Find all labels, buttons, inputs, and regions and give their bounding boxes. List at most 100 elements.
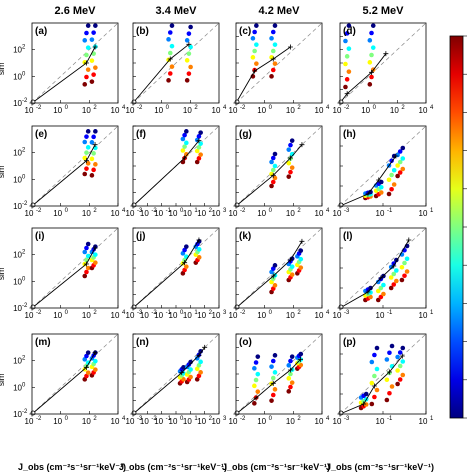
x-tick-exponent: 4 — [122, 416, 126, 422]
data-point — [93, 65, 98, 70]
x-tick-exponent: 2 — [209, 416, 213, 422]
x-tick-label: 10 — [333, 311, 342, 320]
x-tick-label: 10 — [82, 417, 91, 426]
origin-marker — [338, 304, 344, 310]
x-tick-label: 10 — [333, 106, 342, 115]
panel-label: (f) — [136, 129, 146, 140]
x-tick-exponent: -2 — [240, 105, 246, 111]
data-point — [370, 45, 376, 50]
x-tick-label: 10 — [111, 311, 120, 320]
y-axis-labels: sim sim sim sim — [0, 62, 6, 386]
x-tick-label: 10 — [111, 106, 120, 115]
data-point — [397, 350, 403, 355]
data-point — [388, 285, 394, 291]
data-point — [368, 290, 373, 295]
data-point — [82, 38, 88, 43]
data-point — [272, 61, 278, 66]
data-point — [389, 384, 395, 389]
x-tick-exponent: 0 — [65, 208, 69, 214]
y-tick-exponent: -2 — [22, 409, 28, 415]
data-point — [272, 23, 278, 28]
x-tick-label: 10 — [315, 417, 324, 426]
x-tick-exponent: -2 — [36, 310, 42, 316]
x-tick-label: 10 — [25, 417, 34, 426]
data-point — [369, 74, 374, 80]
data-point — [370, 23, 376, 28]
origin-marker — [131, 99, 137, 105]
y-tick-label: 10 — [13, 410, 22, 419]
x-tick-exponent: 0 — [269, 208, 273, 214]
x-tick-exponent: 0 — [180, 208, 184, 214]
x-tick-label: 10 — [126, 106, 135, 115]
x-tick-exponent: 2 — [93, 416, 97, 422]
x-tick-label: 10 — [53, 106, 62, 115]
data-point — [400, 145, 406, 151]
data-point — [397, 149, 403, 154]
x-tick-label: 10 — [197, 209, 206, 218]
x-tick-exponent: 0 — [373, 105, 377, 111]
data-point — [391, 282, 397, 287]
x-tick-exponent: -1 — [387, 416, 393, 422]
data-point — [93, 367, 98, 372]
data-point — [395, 354, 400, 360]
data-point — [198, 130, 203, 135]
data-point — [391, 182, 397, 187]
data-point — [272, 387, 278, 392]
column-title: 3.4 MeV — [156, 5, 198, 17]
x-tick-label: 10 — [286, 417, 295, 426]
x-tick-label: 10 — [212, 417, 221, 426]
data-point — [85, 360, 91, 365]
x-tick-label: 10 — [419, 106, 428, 115]
x-tick-label: 10 — [169, 417, 178, 426]
data-point — [346, 46, 352, 51]
diagonal-reference-line — [235, 125, 323, 207]
data-point — [387, 350, 392, 356]
fit-marker — [369, 69, 375, 75]
y-tick-label: 10 — [13, 357, 22, 366]
x-tick-exponent: 2 — [297, 416, 301, 422]
panel: (l)10 -3 10 -1 10 1 — [333, 227, 434, 320]
data-point — [184, 152, 189, 157]
data-point — [272, 163, 278, 169]
panel: (k)10 -2 10 0 10 2 10 4 — [229, 227, 330, 320]
data-point — [395, 173, 400, 179]
y-tick-exponent: -2 — [22, 303, 28, 309]
x-tick-label: 10 — [111, 209, 120, 218]
data-point — [82, 82, 88, 87]
fit-marker — [270, 56, 276, 62]
data-point — [400, 359, 406, 364]
x-tick-label: 10 — [361, 106, 370, 115]
data-point — [182, 132, 187, 138]
x-tick-exponent: -1 — [166, 208, 172, 214]
data-point — [395, 163, 400, 168]
fit-marker — [270, 273, 276, 279]
panel: (h)10 -3 10 -1 10 1 — [333, 125, 434, 218]
data-point — [184, 140, 189, 146]
y-tick-label: 10 — [13, 277, 22, 286]
fit-marker — [83, 364, 89, 370]
data-point — [89, 173, 95, 178]
data-point — [378, 190, 384, 195]
panel-label: (k) — [239, 231, 251, 242]
x-tick-exponent: -2 — [36, 416, 42, 422]
data-point — [269, 55, 274, 60]
x-tick-label: 10 — [212, 311, 221, 320]
x-tick-exponent: -2 — [240, 310, 246, 316]
x-tick-label: 10 — [154, 311, 163, 320]
origin-marker — [131, 410, 137, 416]
data-point — [397, 377, 403, 382]
data-point — [89, 140, 95, 145]
fit-line — [235, 46, 291, 104]
fit-marker — [252, 68, 258, 74]
x-tick-exponent: -1 — [387, 310, 393, 316]
data-point — [254, 42, 259, 47]
fit-marker — [92, 350, 98, 356]
data-point — [91, 167, 96, 173]
x-tick-label: 10 — [229, 311, 238, 320]
diagonal-reference-line — [132, 333, 220, 415]
fit-marker — [299, 238, 305, 244]
x-tick-label: 10 — [197, 311, 206, 320]
